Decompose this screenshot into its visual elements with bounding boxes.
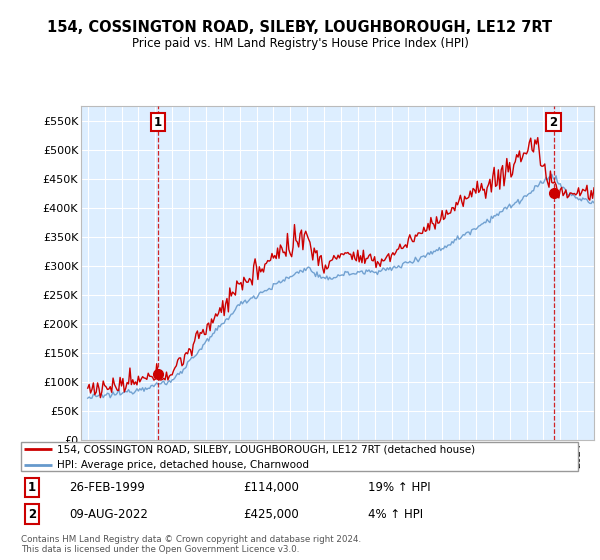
Text: 26-FEB-1999: 26-FEB-1999 xyxy=(69,481,145,494)
Text: 1: 1 xyxy=(28,481,36,494)
Text: HPI: Average price, detached house, Charnwood: HPI: Average price, detached house, Char… xyxy=(58,460,310,470)
Text: Contains HM Land Registry data © Crown copyright and database right 2024.
This d: Contains HM Land Registry data © Crown c… xyxy=(21,535,361,554)
Text: 154, COSSINGTON ROAD, SILEBY, LOUGHBOROUGH, LE12 7RT: 154, COSSINGTON ROAD, SILEBY, LOUGHBOROU… xyxy=(47,21,553,35)
Text: 09-AUG-2022: 09-AUG-2022 xyxy=(69,508,148,521)
Text: 1: 1 xyxy=(154,115,162,129)
FancyBboxPatch shape xyxy=(21,442,578,470)
Text: 4% ↑ HPI: 4% ↑ HPI xyxy=(368,508,423,521)
Text: 2: 2 xyxy=(28,508,36,521)
Text: 2: 2 xyxy=(550,115,557,129)
Text: 154, COSSINGTON ROAD, SILEBY, LOUGHBOROUGH, LE12 7RT (detached house): 154, COSSINGTON ROAD, SILEBY, LOUGHBOROU… xyxy=(58,444,476,454)
Text: £425,000: £425,000 xyxy=(244,508,299,521)
Text: 19% ↑ HPI: 19% ↑ HPI xyxy=(368,481,430,494)
Text: £114,000: £114,000 xyxy=(244,481,299,494)
Text: Price paid vs. HM Land Registry's House Price Index (HPI): Price paid vs. HM Land Registry's House … xyxy=(131,37,469,50)
